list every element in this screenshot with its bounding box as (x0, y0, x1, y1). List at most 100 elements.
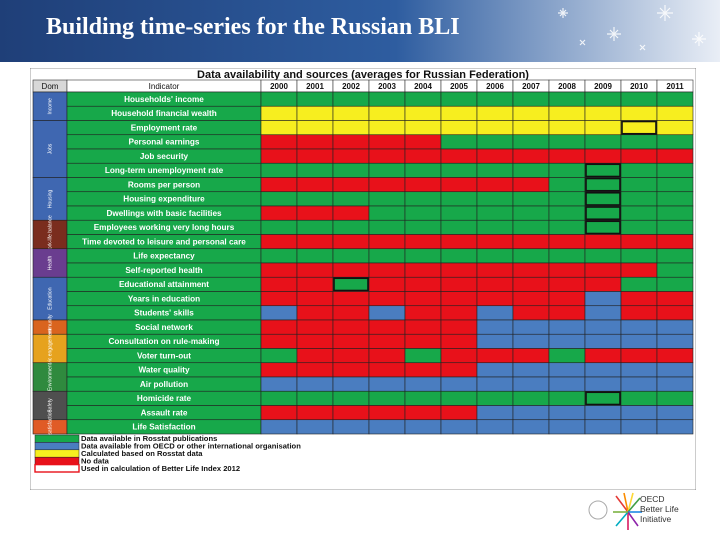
data-cell (584, 205, 622, 221)
data-cell (584, 120, 622, 136)
data-cell (260, 419, 298, 435)
data-cell (404, 177, 442, 193)
data-cell (656, 276, 694, 292)
data-cell (404, 91, 442, 107)
data-cell (332, 319, 370, 335)
domain-label: Education (47, 287, 53, 309)
data-cell (476, 134, 514, 150)
data-cell (440, 177, 478, 193)
data-cell (476, 376, 514, 392)
data-cell (584, 234, 622, 250)
indicator-label: Long-term unemployment rate (105, 166, 224, 175)
data-cell (476, 205, 514, 221)
data-cell (476, 120, 514, 136)
data-cell (512, 134, 550, 150)
legend-label: Data available from OECD or other intern… (81, 442, 301, 451)
data-cell (620, 219, 658, 235)
data-cell (368, 177, 406, 193)
data-cell (296, 219, 334, 235)
data-cell (368, 162, 406, 178)
year-header: 2002 (342, 82, 360, 91)
data-cell (584, 390, 622, 406)
data-cell (260, 276, 298, 292)
indicator-header: Indicator (149, 82, 180, 91)
data-cell (512, 105, 550, 121)
data-cell (548, 262, 586, 278)
data-cell (548, 419, 586, 435)
data-cell (584, 219, 622, 235)
data-cell (476, 148, 514, 164)
data-cell (620, 91, 658, 107)
data-cell (620, 276, 658, 292)
data-cell (656, 291, 694, 307)
data-cell (548, 291, 586, 307)
indicator-label: Assault rate (141, 408, 188, 417)
data-cell (620, 262, 658, 278)
data-cell (260, 148, 298, 164)
data-cell (296, 162, 334, 178)
data-cell (260, 219, 298, 235)
data-cell (404, 219, 442, 235)
data-cell (548, 177, 586, 193)
year-header: 2004 (414, 82, 432, 91)
data-cell (440, 362, 478, 378)
data-cell (476, 348, 514, 364)
data-cell (440, 120, 478, 136)
data-cell (260, 305, 298, 321)
data-cell (620, 162, 658, 178)
data-cell (332, 234, 370, 250)
data-cell (260, 205, 298, 221)
legend-swatch (34, 456, 80, 465)
data-cell (548, 134, 586, 150)
data-cell (548, 276, 586, 292)
data-cell (656, 333, 694, 349)
data-cell (404, 191, 442, 207)
indicator-label: Water quality (138, 366, 190, 375)
data-cell (404, 162, 442, 178)
data-cell (476, 276, 514, 292)
data-cell (584, 191, 622, 207)
year-header: 2007 (522, 82, 540, 91)
slide-header: Building time-series for the Russian BLI (0, 0, 720, 62)
data-cell (620, 120, 658, 136)
domain-label: Safety (47, 398, 53, 413)
data-cell (440, 419, 478, 435)
data-cell (548, 248, 586, 264)
data-cell (476, 305, 514, 321)
data-cell (296, 319, 334, 335)
data-cell (620, 405, 658, 421)
data-cell (332, 276, 370, 292)
data-cell (620, 248, 658, 264)
data-cell (656, 305, 694, 321)
data-cell (404, 148, 442, 164)
data-cell (332, 177, 370, 193)
data-cell (656, 419, 694, 435)
data-cell (584, 177, 622, 193)
data-cell (260, 376, 298, 392)
data-cell (512, 234, 550, 250)
indicator-label: Households' income (124, 95, 204, 104)
data-cell (260, 191, 298, 207)
year-header: 2000 (270, 82, 288, 91)
data-cell (548, 162, 586, 178)
data-cell (512, 348, 550, 364)
data-cell (296, 262, 334, 278)
data-cell (332, 91, 370, 107)
data-cell (296, 205, 334, 221)
data-cell (476, 91, 514, 107)
highlight-border (585, 391, 621, 406)
data-cell (440, 305, 478, 321)
data-cell (548, 105, 586, 121)
data-cell (512, 91, 550, 107)
highlight-border (585, 163, 621, 178)
data-cell (332, 305, 370, 321)
data-cell (512, 120, 550, 136)
logo-line-oecd: OECD (640, 494, 665, 504)
data-cell (476, 291, 514, 307)
domain-cell (32, 362, 68, 392)
data-cell (620, 205, 658, 221)
data-cell (584, 248, 622, 264)
data-cell (584, 276, 622, 292)
data-cell (296, 376, 334, 392)
indicator-label: Consultation on rule-making (109, 337, 220, 346)
